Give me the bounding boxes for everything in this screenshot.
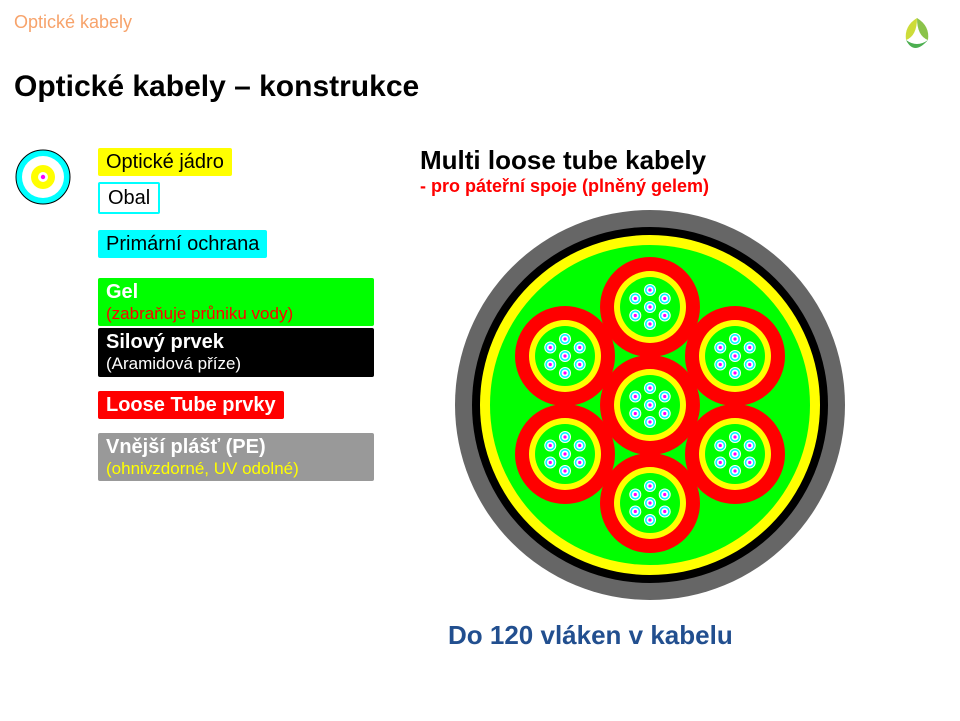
legend-strength-sub: (Aramidová příze) bbox=[106, 354, 366, 374]
cable-cross-section-diagram bbox=[450, 205, 850, 605]
legend-loose-tube-label: Loose Tube prvky bbox=[106, 394, 276, 416]
legend-column: Optické jádro Obal Primární ochrana Gel … bbox=[98, 150, 378, 487]
breadcrumb-text: Optické kabely bbox=[14, 12, 132, 32]
detail-subtitle: - pro páteřní spoje (plněný gelem) bbox=[420, 176, 930, 197]
page-title-text: Optické kabely – konstrukce bbox=[14, 70, 419, 103]
legend-jacket: Vnější plášť (PE) (ohnivzdorné, UV odoln… bbox=[98, 433, 374, 481]
legend-core: Optické jádro bbox=[98, 148, 232, 176]
legend-cladding: Obal bbox=[98, 182, 160, 214]
brand-logo bbox=[894, 14, 940, 60]
legend-primary: Primární ochrana bbox=[98, 230, 267, 258]
breadcrumb: Optické kabely bbox=[14, 12, 132, 33]
legend-strength-label: Silový prvek bbox=[106, 331, 224, 353]
legend-loose-tube: Loose Tube prvky bbox=[98, 391, 284, 419]
legend-primary-label: Primární ochrana bbox=[106, 233, 259, 255]
page-title: Optické kabely – konstrukce bbox=[14, 70, 419, 104]
leaf-icon bbox=[894, 14, 940, 60]
detail-caption: Do 120 vláken v kabelu bbox=[448, 620, 930, 651]
legend-gel-label: Gel bbox=[106, 281, 138, 303]
legend-strength: Silový prvek (Aramidová příze) bbox=[98, 328, 374, 376]
legend-jacket-sub: (ohnivzdorné, UV odolné) bbox=[106, 459, 366, 479]
legend-jacket-label: Vnější plášť (PE) bbox=[106, 436, 266, 458]
legend-gel-sub: (zabraňuje průniku vody) bbox=[106, 304, 366, 324]
legend-gel: Gel (zabraňuje průniku vody) bbox=[98, 278, 374, 326]
small-fiber-diagram bbox=[14, 148, 78, 206]
detail-column: Multi loose tube kabely - pro páteřní sp… bbox=[420, 145, 930, 651]
detail-title: Multi loose tube kabely bbox=[420, 145, 930, 176]
